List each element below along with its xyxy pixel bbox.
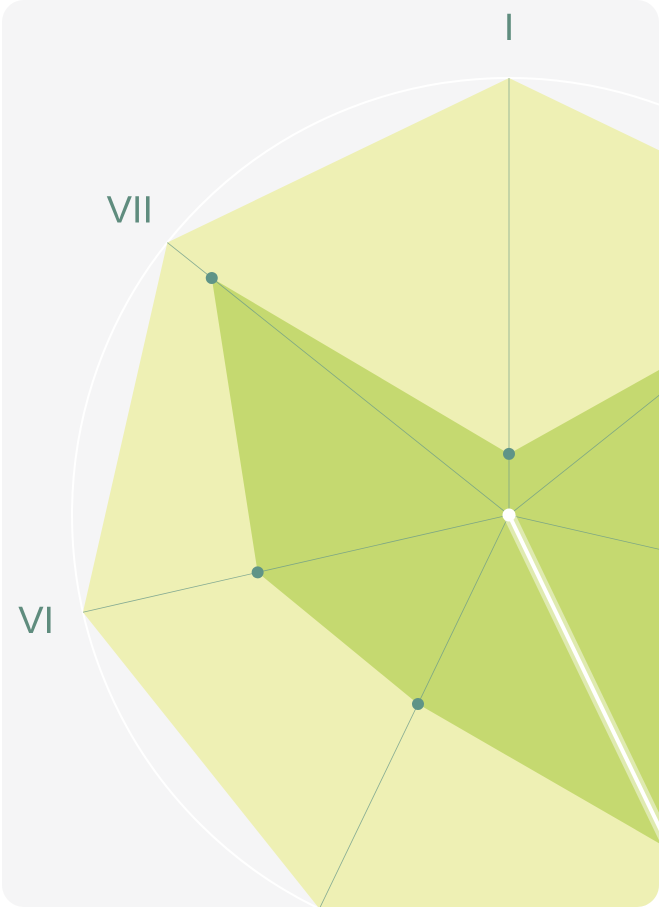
data-point [411, 697, 424, 710]
axis-label: I [504, 7, 515, 49]
axis-label: VII [107, 190, 153, 232]
needle [507, 514, 659, 907]
axis-line [319, 514, 510, 907]
data-point [205, 271, 218, 284]
axis-line [508, 514, 659, 613]
axis-line [508, 242, 659, 516]
data-point [251, 566, 264, 579]
axis-line [82, 514, 510, 613]
plot-area: I VI VII [18, 7, 659, 907]
center-dot [502, 508, 516, 522]
axis-label: VI [18, 600, 54, 642]
axis-line [167, 242, 510, 516]
data-point [503, 447, 515, 460]
